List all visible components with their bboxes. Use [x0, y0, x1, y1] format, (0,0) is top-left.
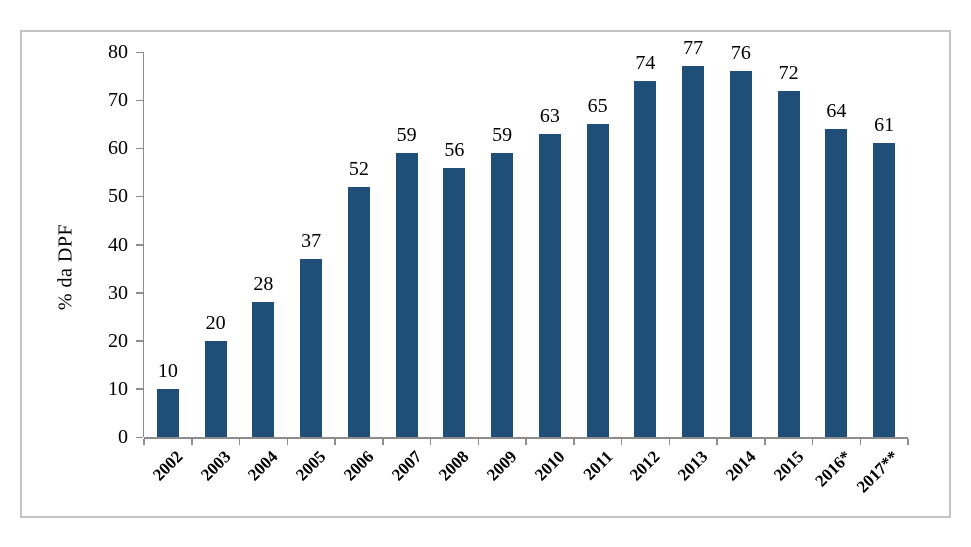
bar [347, 186, 370, 437]
bar [395, 153, 418, 437]
bar-value-label: 28 [253, 273, 274, 296]
bar [777, 90, 800, 437]
bar [204, 340, 227, 437]
bar [300, 258, 323, 437]
y-tick-label: 0 [118, 426, 128, 448]
x-tick-mark [429, 439, 432, 445]
x-tick-mark [525, 439, 527, 445]
bar [443, 167, 466, 437]
bar [491, 153, 514, 437]
bar-value-label: 74 [635, 51, 656, 74]
y-tick-mark [135, 99, 143, 102]
y-tick-label: 30 [108, 281, 128, 304]
x-tick-mark [477, 439, 479, 445]
y-tick-label: 70 [108, 89, 128, 112]
x-tick-mark [334, 439, 336, 445]
bar-value-label: 52 [348, 157, 369, 180]
x-tick-mark [382, 439, 384, 445]
bar-value-label: 76 [730, 42, 751, 65]
bar-value-label: 65 [587, 95, 608, 118]
x-tick-mark [191, 439, 193, 445]
x-tick-mark [859, 439, 861, 445]
bar [873, 143, 896, 437]
y-tick-label: 10 [108, 377, 128, 400]
bar [682, 66, 705, 437]
y-tick-label: 50 [108, 185, 128, 208]
y-tick-mark [135, 244, 143, 246]
y-tick-mark [135, 51, 143, 53]
y-tick-label: 40 [108, 233, 128, 256]
bar-value-label: 59 [396, 124, 417, 147]
x-tick-mark [716, 439, 718, 445]
x-tick-mark [620, 439, 623, 445]
bar-value-label: 59 [492, 124, 513, 147]
bar-value-label: 10 [157, 359, 178, 382]
x-tick-mark [143, 439, 145, 445]
y-tick-label: 20 [108, 329, 128, 352]
bar-value-label: 56 [444, 138, 465, 161]
x-tick-mark [907, 439, 909, 445]
x-tick-mark [668, 439, 670, 445]
bar-value-label: 63 [539, 104, 560, 127]
y-tick-mark [135, 292, 143, 294]
bar [538, 133, 561, 437]
bar-value-label: 64 [826, 100, 847, 122]
bar-value-label: 37 [301, 229, 322, 252]
y-tick-mark [135, 436, 143, 438]
bar-value-label: 77 [683, 37, 704, 60]
bar [729, 71, 752, 437]
y-tick-mark [135, 340, 143, 342]
x-tick-mark [811, 439, 814, 445]
y-tick-label: 60 [108, 137, 128, 160]
bar-value-label: 72 [778, 61, 799, 84]
x-tick-mark [764, 439, 766, 445]
bar [825, 129, 848, 437]
x-tick-mark [286, 439, 288, 445]
x-tick-mark [573, 439, 575, 445]
bar-value-label: 61 [874, 114, 895, 137]
y-tick-mark [135, 147, 143, 150]
y-axis-line [142, 52, 144, 437]
x-axis-line [144, 437, 908, 439]
bar [156, 388, 179, 437]
bar-value-label: 20 [205, 311, 226, 334]
bar [252, 302, 275, 437]
y-tick-label: 80 [108, 41, 128, 63]
y-tick-mark [135, 388, 143, 390]
y-axis-title: % da DPF [54, 223, 77, 311]
bar [634, 80, 657, 437]
bar [586, 124, 609, 437]
x-tick-mark [238, 439, 241, 445]
y-tick-mark [135, 195, 143, 198]
